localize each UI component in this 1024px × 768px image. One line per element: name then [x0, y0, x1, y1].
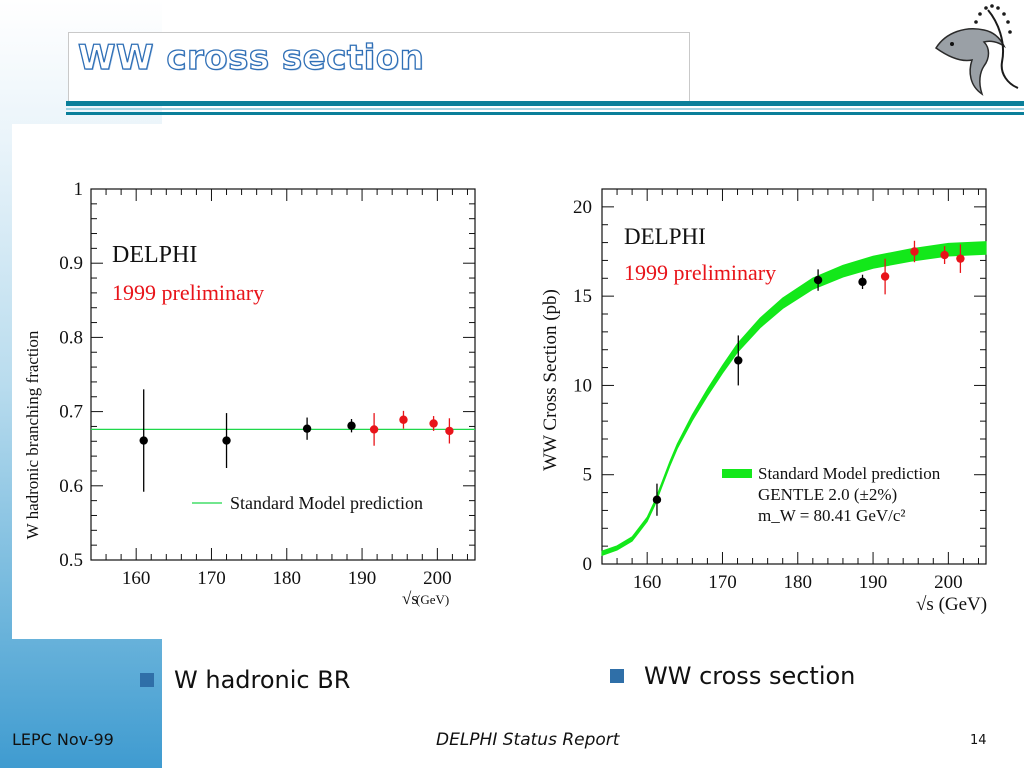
- y-tick-label: 0.5: [59, 550, 83, 571]
- w-hadronic-br-chart: W hadronic branching fraction DELPHI 199…: [23, 179, 476, 608]
- footer-report-title: DELPHI Status Report: [436, 730, 620, 750]
- bullet-w-hadronic-br: W hadronic BR: [140, 666, 350, 694]
- data-point: [910, 247, 919, 256]
- bullet-text: WW cross section: [644, 662, 856, 690]
- y-axis-label: WW Cross Section (pb): [540, 289, 561, 471]
- header-rule-top: [66, 101, 1024, 106]
- data-point: [956, 254, 965, 263]
- y-axis-label: W hadronic branching fraction: [23, 330, 42, 539]
- data-point: [139, 436, 148, 445]
- data-point: [429, 419, 438, 428]
- data-point: [734, 356, 743, 365]
- delphi-dolphin-logo-icon: [934, 4, 1019, 96]
- legend-label-mw: m_W = 80.41 GeV/c²: [758, 506, 906, 525]
- x-tick-label: 200: [423, 568, 452, 589]
- data-point: [880, 272, 890, 281]
- page-number: 14: [970, 733, 987, 748]
- x-tick-label: 180: [273, 568, 302, 589]
- x-axis-label: √s: [402, 589, 418, 608]
- bullet-text: W hadronic BR: [174, 666, 351, 694]
- x-axis-unit: (GeV): [416, 592, 449, 607]
- legend-label: Standard Model prediction: [230, 493, 423, 513]
- y-tick-label: 1: [74, 179, 84, 200]
- plot-frame: [90, 188, 476, 561]
- legend-label-gentle: GENTLE 2.0 (±2%): [758, 485, 897, 504]
- slide-title: WW cross section: [77, 37, 425, 78]
- header-rule-middle: [66, 108, 1024, 110]
- title-box: [68, 32, 690, 101]
- bullet-square-icon: [610, 669, 624, 683]
- sm-prediction-band: [601, 241, 987, 557]
- data-point: [369, 425, 379, 434]
- delphi-label: DELPHI: [112, 242, 197, 268]
- preliminary-label: 1999 preliminary: [624, 260, 776, 285]
- data-point: [652, 495, 662, 504]
- x-axis-label: √s (GeV): [916, 594, 987, 615]
- y-tick-label: 15: [573, 286, 592, 307]
- data-point: [222, 436, 231, 445]
- x-tick-label: 190: [348, 568, 377, 589]
- data-point: [445, 426, 454, 436]
- x-tick-label: 170: [197, 568, 226, 589]
- data-point: [940, 250, 949, 260]
- footer-event: LEPC Nov-99: [12, 730, 114, 749]
- data-point: [347, 421, 356, 430]
- y-tick-label: 0.8: [59, 327, 83, 348]
- ww-cross-section-chart: WW Cross Section (pb) DELPHI 1999 prelim…: [540, 188, 987, 615]
- x-tick-label: 180: [784, 572, 813, 593]
- y-tick-label: 5: [583, 465, 593, 486]
- x-tick-label: 190: [859, 572, 888, 593]
- data-point: [302, 424, 312, 433]
- x-tick-label: 160: [122, 568, 151, 589]
- data-point: [858, 277, 867, 287]
- legend-label-sm: Standard Model prediction: [758, 464, 941, 483]
- chart-panel: [12, 124, 1024, 639]
- bullet-ww-cross-section: WW cross section: [610, 662, 855, 690]
- x-tick-label: 200: [934, 572, 963, 593]
- x-tick-label: 170: [708, 572, 737, 593]
- preliminary-label: 1999 preliminary: [112, 280, 264, 305]
- data-point: [399, 415, 408, 424]
- y-tick-label: 0.6: [59, 476, 83, 497]
- y-tick-label: 0.7: [59, 402, 83, 423]
- x-tick-label: 160: [633, 572, 662, 593]
- data-point: [813, 275, 823, 285]
- legend-band-swatch: [722, 469, 752, 478]
- y-tick-label: 10: [573, 375, 592, 396]
- header-rule-bottom: [66, 112, 1024, 115]
- delphi-label: DELPHI: [624, 224, 706, 249]
- plot-frame: [601, 188, 987, 565]
- y-tick-label: 0.9: [59, 253, 83, 274]
- bullet-square-icon: [140, 673, 154, 687]
- y-tick-label: 20: [573, 197, 592, 218]
- y-tick-label: 0: [583, 554, 593, 575]
